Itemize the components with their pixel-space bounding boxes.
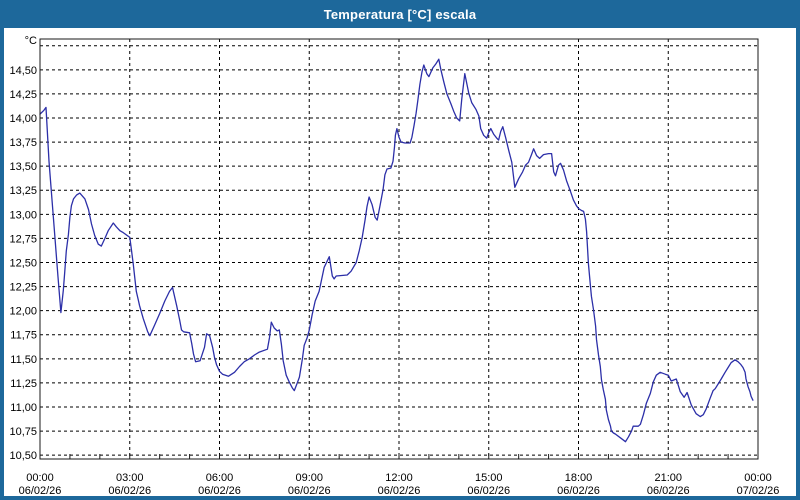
x-axis-labels: 00:0006/02/2603:0006/02/2606:0006/02/260… [19,472,780,497]
y-tick-label: 12,25 [9,282,37,294]
y-axis-unit-label: °C [25,35,37,47]
y-tick-label: 13,50 [9,161,37,173]
x-tick-date-label: 06/02/26 [108,485,151,497]
x-tick-time-label: 15:00 [475,472,503,484]
x-tick-date-label: 06/02/26 [647,485,690,497]
y-axis-labels: °C 14,50 14,25 14,00 13,75 13,50 13,25 13,00 12,… [9,35,37,462]
y-tick-label: 12,50 [9,257,37,269]
x-tick-time-label: 12:00 [385,472,413,484]
x-tick-time-label: 03:00 [116,472,144,484]
x-tick-time-label: 06:00 [206,472,234,484]
y-tick-label: 11,25 [10,378,37,390]
grid-lines [40,39,758,459]
x-tick-time-label: 09:00 [295,472,323,484]
x-tick-date-label: 06/02/26 [19,485,62,497]
x-tick-date-label: 06/02/26 [557,485,600,497]
y-tick-label: 14,00 [9,113,37,125]
x-minor-ticks [39,454,759,459]
y-tick-label: 12,00 [9,306,37,318]
x-tick-time-label: 18:00 [565,472,593,484]
chart-title: Temperatura [°C] escala [323,6,477,22]
x-tick-time-label: 21:00 [654,472,682,484]
y-tick-label: 10,75 [9,426,37,438]
temperature-series-line [39,58,754,443]
x-tick-date-label: 06/02/26 [467,485,510,497]
x-tick-time-label: 00:00 [744,472,772,484]
y-tick-label: 13,00 [9,209,37,221]
y-tick-label: 10,50 [9,450,37,462]
y-tick-label: 11,50 [10,354,37,366]
y-tick-label: 13,25 [9,185,37,197]
x-tick-date-label: 06/02/26 [198,485,241,497]
y-tick-label: 13,75 [9,137,37,149]
y-tick-label: 14,25 [9,89,37,101]
plot-border [39,38,759,460]
x-tick-date-label: 06/02/26 [288,485,331,497]
y-tick-label: 12,75 [9,233,37,245]
y-tick-label: 11,00 [10,402,37,414]
y-tick-label: 11,75 [10,330,37,342]
x-tick-date-label: 07/02/26 [737,485,780,497]
chart-title-bar: Temperatura [°C] escala [0,0,800,28]
x-tick-time-label: 00:00 [26,472,54,484]
x-tick-date-label: 06/02/26 [378,485,421,497]
y-tick-label: 14,50 [9,65,37,77]
